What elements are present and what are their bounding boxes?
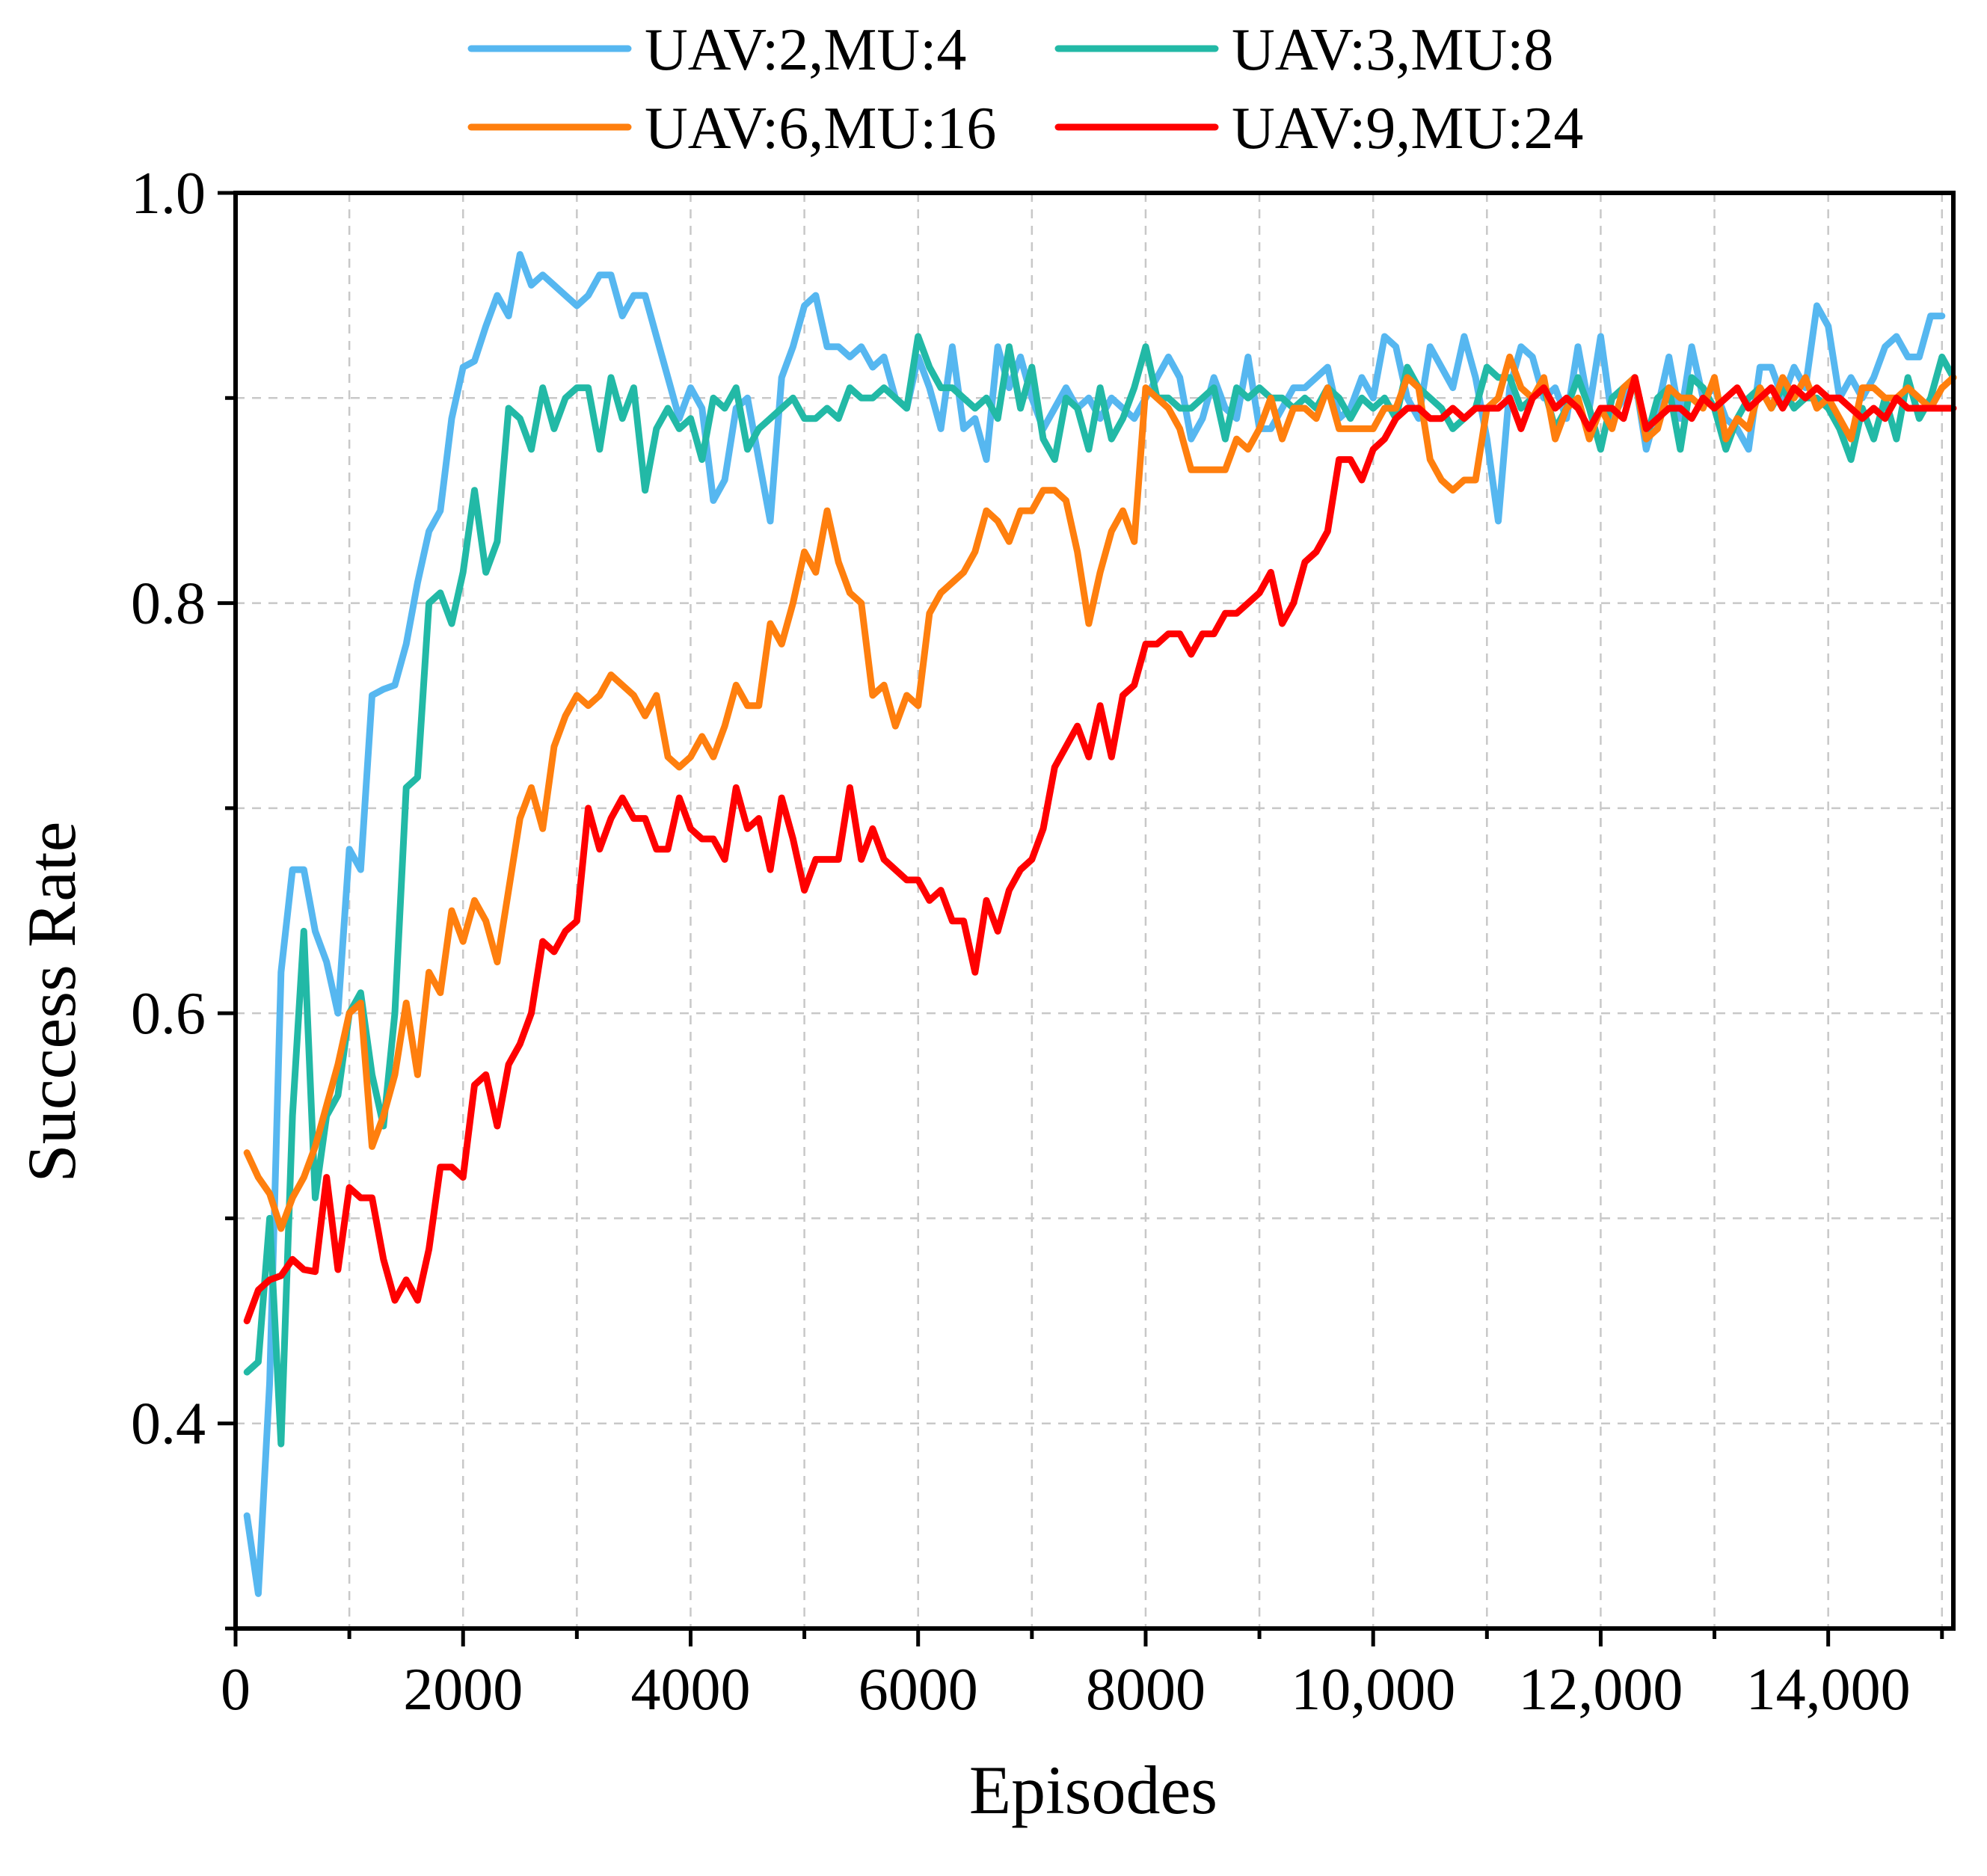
x-tick-label: 12,000	[1518, 1657, 1683, 1723]
series-line	[243, 374, 1957, 1325]
y-tick-label: 1.0	[131, 161, 206, 227]
axis-tick-labels: 0 2000 4000 6000 8000 10,000 12,000 14,000 0.4 0.…	[131, 161, 1911, 1723]
axis-ticks	[218, 191, 1944, 1646]
series-line	[243, 333, 1957, 1448]
legend-label: UAV:9,MU:24	[1232, 96, 1583, 162]
x-tick-label: 6000	[859, 1657, 978, 1723]
x-tick-label: 0	[221, 1657, 251, 1723]
legend-label: UAV:2,MU:4	[645, 17, 966, 83]
legend-label: UAV:3,MU:8	[1232, 17, 1553, 83]
x-tick-label: 2000	[403, 1657, 523, 1723]
x-tick-label: 14,000	[1746, 1657, 1911, 1723]
legend-label: UAV:6,MU:16	[645, 96, 996, 162]
x-axis-title: Episodes	[969, 1752, 1217, 1828]
y-axis-title: Success Rate	[13, 822, 90, 1183]
y-tick-label: 0.6	[131, 981, 206, 1047]
series-line	[243, 353, 1957, 1232]
x-tick-label: 10,000	[1291, 1657, 1455, 1723]
x-tick-label: 8000	[1086, 1657, 1206, 1723]
series-lines	[243, 250, 1957, 1597]
y-tick-label: 0.8	[131, 571, 206, 637]
y-tick-label: 0.4	[131, 1391, 206, 1457]
x-tick-label: 4000	[630, 1657, 750, 1723]
legend: UAV:2,MU:4 UAV:3,MU:8 UAV:6,MU:16 UAV:9,MU:…	[467, 17, 1583, 162]
plot-frame	[233, 191, 1956, 1631]
